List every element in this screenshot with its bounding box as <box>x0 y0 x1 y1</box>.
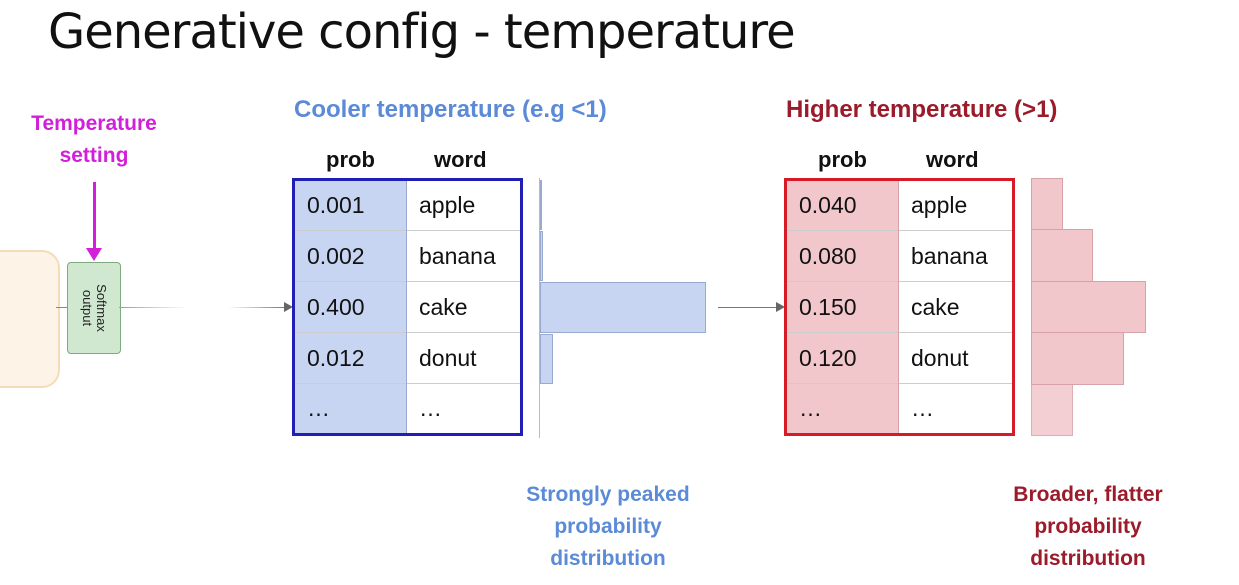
higher-temperature-heading: Higher temperature (>1) <box>786 96 1058 123</box>
word-cell: … <box>898 383 1014 435</box>
cool-bar-banana <box>540 231 543 281</box>
decoder-block <box>0 250 60 388</box>
prob-cell: 0.150 <box>785 281 899 333</box>
warm-probability-table: 0.040 apple 0.080 banana 0.150 cake 0.120 do… <box>784 178 1015 436</box>
cool-word-column-header: word <box>434 147 487 172</box>
word-cell: apple <box>406 179 522 231</box>
slide-title: Generative config - temperature <box>48 4 796 60</box>
arrow-line <box>718 307 776 308</box>
prob-cell: 0.040 <box>785 179 899 231</box>
cool-bar-cake <box>540 282 706 333</box>
warm-bar-banana <box>1031 229 1093 282</box>
cool-probability-table: 0.001 apple 0.002 banana 0.400 cake 0.012 do… <box>292 178 523 436</box>
table-row: 0.400 cake <box>293 281 522 333</box>
prob-cell: … <box>785 383 899 435</box>
warm-word-column-header: word <box>926 147 979 172</box>
warm-bar-donut <box>1031 332 1124 385</box>
table-row: 0.002 banana <box>293 230 522 282</box>
cool-bar-donut <box>540 334 553 384</box>
table-row: 0.001 apple <box>293 179 522 231</box>
table-row: …… <box>785 383 1014 435</box>
softmax-output-box: Softmax output <box>67 262 121 354</box>
word-cell: apple <box>898 179 1014 231</box>
word-cell: donut <box>898 332 1014 384</box>
arrow-head <box>284 302 293 312</box>
table-row: 0.012 donut <box>293 332 522 384</box>
connector-line <box>119 307 187 308</box>
warm-bar-apple <box>1031 178 1063 230</box>
table-row: 0.080 banana <box>785 230 1014 282</box>
cool-temperature-heading: Cooler temperature (e.g <1) <box>294 96 607 123</box>
temperature-arrow-head <box>86 248 102 261</box>
table-row: 0.120 donut <box>785 332 1014 384</box>
word-cell: banana <box>898 230 1014 282</box>
cool-histogram-axis <box>539 178 540 438</box>
warm-bar-cake <box>1031 281 1146 333</box>
arrow-head <box>776 302 785 312</box>
prob-cell: 0.002 <box>293 230 407 282</box>
connector-line <box>56 307 67 308</box>
warm-caption: Broader, flatter probability distributio… <box>1013 483 1163 570</box>
table-row: 0.150 cake <box>785 281 1014 333</box>
prob-cell: … <box>293 383 407 435</box>
prob-cell: 0.080 <box>785 230 899 282</box>
warm-prob-column-header: prob <box>818 147 867 172</box>
cool-caption: Strongly peaked probability distribution <box>526 483 690 570</box>
cool-bar-apple <box>540 180 542 230</box>
word-cell: donut <box>406 332 522 384</box>
prob-cell: 0.120 <box>785 332 899 384</box>
word-cell: … <box>406 383 522 435</box>
temperature-arrow-shaft <box>93 182 96 250</box>
word-cell: cake <box>898 281 1014 333</box>
prob-cell: 0.012 <box>293 332 407 384</box>
table-row: …… <box>293 383 522 435</box>
word-cell: cake <box>406 281 522 333</box>
arrow-line <box>228 307 284 308</box>
warm-bar-more <box>1031 384 1073 436</box>
table-row: 0.040 apple <box>785 179 1014 231</box>
cool-prob-column-header: prob <box>326 147 375 172</box>
prob-cell: 0.001 <box>293 179 407 231</box>
temperature-setting-label: Temperature setting <box>31 112 157 167</box>
prob-cell: 0.400 <box>293 281 407 333</box>
word-cell: banana <box>406 230 522 282</box>
softmax-output-label: Softmax output <box>80 284 109 332</box>
